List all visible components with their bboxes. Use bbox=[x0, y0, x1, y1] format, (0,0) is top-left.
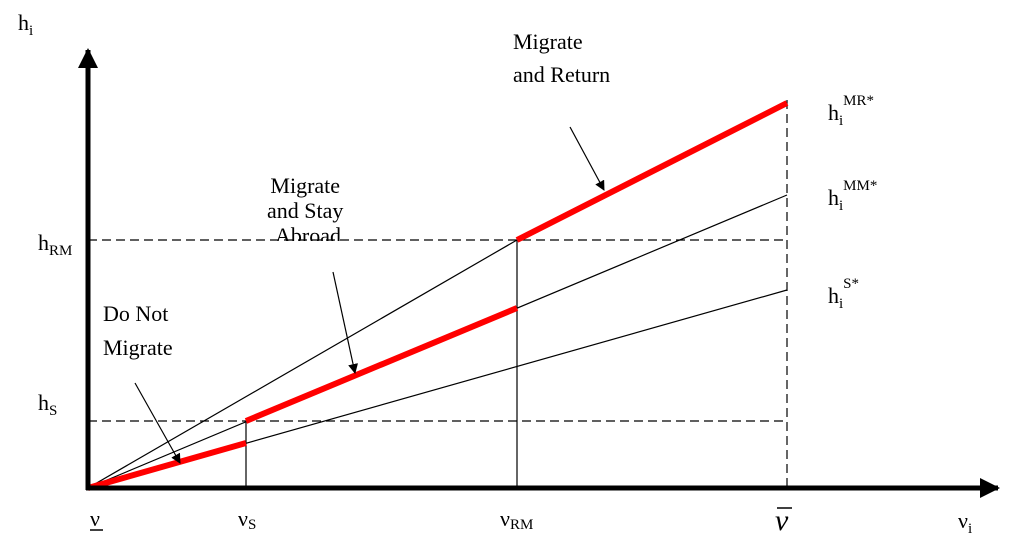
label-part: i bbox=[839, 296, 843, 312]
label-part: S bbox=[49, 403, 57, 419]
optimal-segment bbox=[87, 440, 247, 491]
y-tick-label: hRM bbox=[38, 230, 72, 259]
label-part: MM* bbox=[843, 178, 877, 194]
y-tick-label: hS bbox=[38, 390, 57, 419]
label-part: ν bbox=[238, 506, 248, 531]
label-part: Migrate bbox=[270, 173, 340, 198]
label-part: h bbox=[38, 390, 49, 415]
clip-box bbox=[250, 241, 360, 261]
label-part: S bbox=[248, 517, 256, 533]
line-mr bbox=[87, 239, 518, 489]
curve-label: hiMR* bbox=[828, 93, 874, 129]
label-part: h bbox=[38, 230, 49, 255]
arrow bbox=[569, 126, 605, 191]
curve-label: hiS* bbox=[828, 276, 859, 312]
annotation: Migrate and Return bbox=[513, 29, 610, 87]
label-part: ν bbox=[958, 508, 968, 533]
label-part: Do Not bbox=[103, 301, 168, 326]
label-part: i bbox=[839, 113, 843, 129]
label-part: h bbox=[828, 100, 839, 125]
optimal-segment bbox=[515, 100, 789, 243]
optimal-segment bbox=[244, 305, 519, 424]
y-axis-label: hi bbox=[18, 10, 33, 39]
label-part: i bbox=[968, 521, 972, 537]
label-part: i bbox=[29, 23, 33, 39]
curve-label: hiMM* bbox=[828, 178, 877, 214]
label-part: RM bbox=[510, 517, 533, 533]
x-axis-label: νi bbox=[958, 508, 972, 537]
label-part: S* bbox=[843, 276, 859, 292]
label-part: MR* bbox=[843, 93, 874, 109]
arrow bbox=[134, 382, 181, 464]
label-part: h bbox=[18, 10, 29, 35]
x-tick-label: νS bbox=[238, 506, 256, 533]
annotation: Migrate and Stay Abroad bbox=[267, 173, 349, 248]
label-part: ν bbox=[500, 506, 510, 531]
label-part: i bbox=[839, 198, 843, 214]
arrow bbox=[332, 271, 358, 374]
label-part: Migrate bbox=[513, 29, 583, 54]
x-tick-label: ν bbox=[775, 504, 789, 537]
label-part: RM bbox=[49, 243, 72, 259]
label-part: Migrate bbox=[103, 335, 173, 360]
x-tick-label: νRM bbox=[500, 506, 533, 533]
label-part: h bbox=[828, 283, 839, 308]
label-part: h bbox=[828, 185, 839, 210]
x-tick-label: ν bbox=[90, 506, 100, 531]
annotation: Do Not Migrate bbox=[103, 301, 174, 360]
label-part: and Stay bbox=[267, 198, 343, 223]
label-part: and Return bbox=[513, 62, 610, 87]
